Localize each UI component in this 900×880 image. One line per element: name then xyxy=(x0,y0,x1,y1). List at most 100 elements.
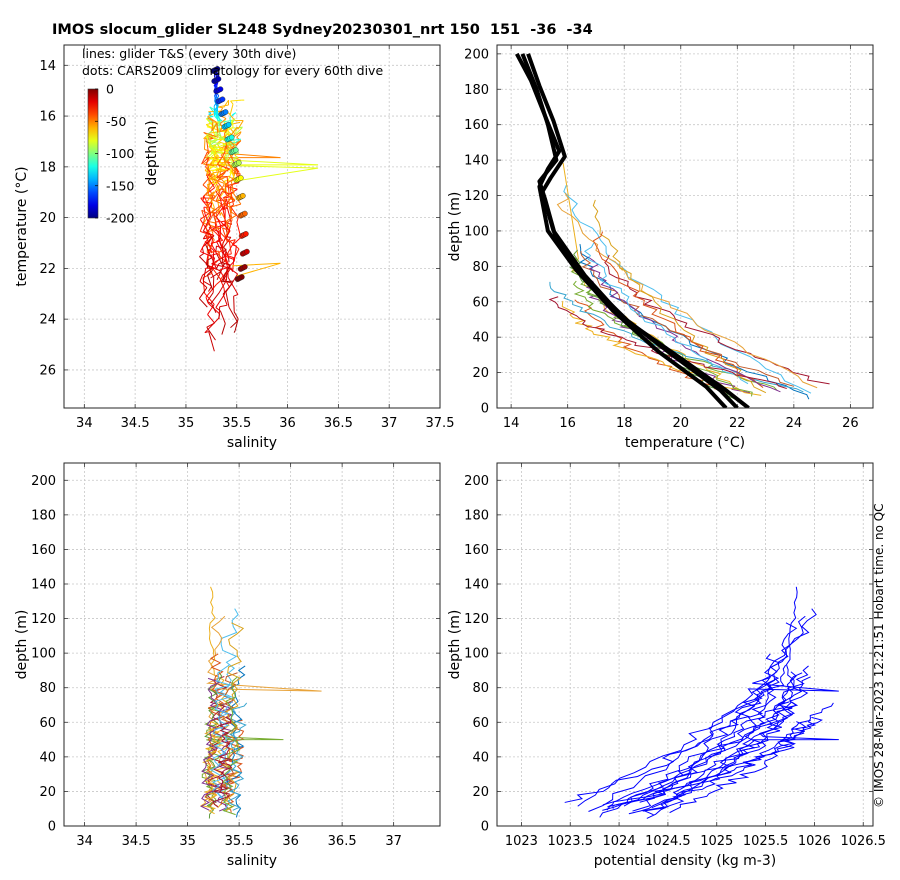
ts-glider-segment xyxy=(229,103,234,115)
temp-glider-profile xyxy=(574,299,731,395)
ts-glider-segment xyxy=(221,323,226,335)
sal-y-tick-label: 160 xyxy=(31,543,56,558)
ts-glider-segment xyxy=(210,253,217,256)
ts-glider-segment xyxy=(201,210,205,219)
ts-glider-segment xyxy=(230,211,237,216)
ts-glider-segment xyxy=(215,232,224,241)
ts-glider-segment xyxy=(211,122,218,132)
temp-climatology-profile xyxy=(526,53,739,408)
dens-plot-area xyxy=(497,463,873,826)
ts-glider-segment xyxy=(226,239,236,256)
ts-glider-segment xyxy=(219,118,227,125)
ts-glider-segment xyxy=(204,166,209,171)
sal-x-tick-label: 34.5 xyxy=(122,834,151,849)
temp-glider-profile xyxy=(563,185,812,394)
dens-glider-profile xyxy=(602,702,834,811)
ts-climatology-dot xyxy=(217,86,224,92)
ts-y-tick-label: 20 xyxy=(39,211,56,226)
dens-glider-profile xyxy=(623,653,781,807)
ts-glider-segment xyxy=(203,218,205,223)
ts-climatology-dot xyxy=(242,210,248,217)
sal-y-tick-label: 120 xyxy=(31,612,56,627)
temp-glider-profile xyxy=(549,281,804,393)
ts-glider-segment xyxy=(227,239,236,243)
ts-glider-segment xyxy=(199,281,208,288)
ts-glider-segment xyxy=(222,280,233,284)
ts-glider-segment xyxy=(223,157,236,173)
colorbar-label: depth(m) xyxy=(144,120,160,185)
ts-glider-segment xyxy=(215,196,219,201)
temp-x-tick-label: 22 xyxy=(729,416,746,431)
ts-glider-segment xyxy=(220,264,231,282)
ts-glider-segment xyxy=(217,133,229,141)
ts-glider-segment xyxy=(232,112,237,116)
ts-climatology-dot xyxy=(228,134,235,141)
ts-climatology-dot xyxy=(235,159,242,166)
ts-glider-segment xyxy=(219,196,224,208)
ts-x-tick-label: 34.5 xyxy=(121,416,150,431)
ts-glider-segment xyxy=(202,268,207,282)
ts-glider-segment xyxy=(208,209,212,216)
ts-glider-segment xyxy=(203,159,210,165)
ts-glider-segment xyxy=(223,157,226,164)
ts-glider-segment xyxy=(225,193,236,202)
ts-glider-segment xyxy=(216,105,218,112)
ts-glider-segment xyxy=(207,257,212,261)
ts-glider-segment xyxy=(222,190,230,195)
ts-plot-area xyxy=(64,45,440,408)
ts-glider-segment xyxy=(218,251,221,259)
dens-y-tick-label: 100 xyxy=(464,647,489,662)
ts-glider-segment xyxy=(204,190,210,196)
ts-x-tick-label: 35 xyxy=(178,416,195,431)
dens-y-tick-label: 160 xyxy=(464,543,489,558)
ts-climatology-dot xyxy=(232,147,239,153)
ts-glider-segment xyxy=(212,170,227,174)
ts-glider-segment xyxy=(231,184,235,194)
ts-glider-segment xyxy=(224,156,232,164)
ts-glider-segment xyxy=(230,140,241,149)
ts-glider-segment xyxy=(211,178,225,184)
sal-y-tick-label: 60 xyxy=(39,716,56,731)
ts-y-tick-label: 22 xyxy=(39,262,56,277)
ts-glider-segment xyxy=(204,292,215,305)
temp-y-tick-label: 140 xyxy=(464,154,489,169)
ts-glider-segment xyxy=(236,134,240,138)
ts-glider-segment xyxy=(207,269,213,276)
dens-frame xyxy=(496,462,874,827)
dens-y-tick-label: 120 xyxy=(464,612,489,627)
ts-x-tick-label: 35.5 xyxy=(222,416,251,431)
ts-glider-segment xyxy=(200,251,215,259)
ts-glider-segment xyxy=(199,274,203,282)
ts-glider-segment xyxy=(219,191,223,197)
ts-x-tick-label: 37 xyxy=(381,416,398,431)
ts-glider-segment xyxy=(217,164,230,170)
colorbar-tick-label: -150 xyxy=(106,178,134,193)
ts-glider-segment xyxy=(205,284,217,298)
ts-glider-segment xyxy=(224,145,226,154)
ts-glider-segment xyxy=(212,277,215,293)
ts-glider-segment xyxy=(205,118,215,128)
ts-glider-segment xyxy=(217,104,229,108)
ts-glider-segment xyxy=(226,198,229,206)
temp-y-tick-label: 20 xyxy=(472,366,489,381)
ts-glider-segment xyxy=(212,199,221,204)
temp-y-tick-label: 0 xyxy=(481,402,489,417)
ts-glider-segment xyxy=(229,156,239,164)
sal-y-tick-label: 100 xyxy=(31,647,56,662)
dens-y-tick-label: 180 xyxy=(464,508,489,523)
ts-glider-segment xyxy=(215,131,222,138)
ts-glider-segment xyxy=(212,167,219,172)
ts-glider-segment xyxy=(210,172,214,179)
ts-glider-segment xyxy=(206,202,210,213)
ts-glider-segment xyxy=(222,196,233,199)
temp-y-tick-label: 200 xyxy=(464,47,489,62)
ts-glider-segment xyxy=(208,224,212,228)
ts-glider-segment xyxy=(207,314,215,324)
ts-glider-segment xyxy=(212,305,217,313)
ts-glider-segment xyxy=(217,185,220,192)
ts-glider-segment xyxy=(210,302,213,306)
dens-y-tick-label: 200 xyxy=(464,474,489,489)
ts-glider-segment xyxy=(230,206,239,218)
ts-glider-segment xyxy=(214,95,218,102)
ts-y-tick-label: 14 xyxy=(39,59,56,74)
